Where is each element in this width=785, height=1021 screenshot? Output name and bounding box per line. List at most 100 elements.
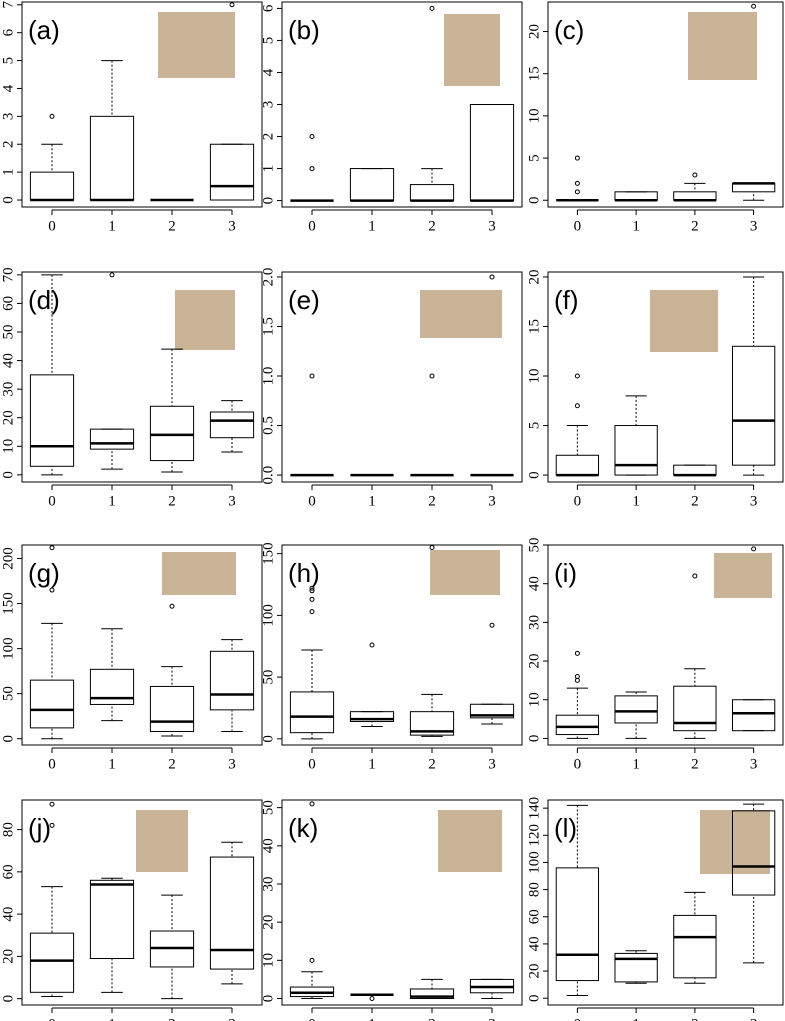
box bbox=[289, 691, 335, 734]
y-tick-label: 2 bbox=[260, 133, 276, 141]
y-tick-label: 4 bbox=[260, 68, 276, 76]
x-tick-label: 2 bbox=[691, 218, 699, 234]
y-tick-label: 50 bbox=[526, 538, 542, 553]
x-tick-label: 0 bbox=[308, 756, 316, 772]
y-tick-label: 40 bbox=[526, 936, 542, 951]
box bbox=[29, 374, 75, 467]
y-tick-label: 15 bbox=[526, 66, 542, 81]
y-tick-label: 60 bbox=[0, 864, 16, 879]
outlier bbox=[751, 546, 757, 552]
y-tick-label: 70 bbox=[0, 267, 16, 282]
y-tick-label: 40 bbox=[260, 838, 276, 853]
panel-label: (j) bbox=[28, 813, 51, 843]
x-tick-label: 0 bbox=[308, 1016, 316, 1021]
y-tick-label: 0 bbox=[260, 995, 276, 1003]
x-tick-label: 3 bbox=[750, 218, 758, 234]
box bbox=[731, 699, 776, 732]
x-tick-label: 1 bbox=[632, 756, 640, 772]
panel-label: (e) bbox=[288, 285, 320, 315]
y-tick-label: 2.0 bbox=[260, 268, 276, 287]
y-tick-label: 0 bbox=[260, 197, 276, 205]
y-tick-label: 0.0 bbox=[260, 466, 276, 485]
outlier bbox=[574, 650, 580, 656]
outlier bbox=[574, 403, 580, 409]
x-tick-label: 2 bbox=[168, 1016, 176, 1021]
box bbox=[673, 191, 717, 201]
x-tick-label: 0 bbox=[574, 756, 582, 772]
outlier bbox=[49, 113, 55, 119]
x-tick-label: 3 bbox=[488, 218, 496, 234]
x-tick-label: 1 bbox=[368, 1016, 376, 1021]
box bbox=[89, 879, 135, 960]
box bbox=[469, 104, 515, 202]
box bbox=[555, 454, 600, 476]
y-tick-label: 150 bbox=[260, 542, 276, 565]
y-tick-label: 0 bbox=[0, 471, 16, 479]
outlier bbox=[309, 134, 315, 140]
outlier bbox=[109, 272, 115, 278]
x-tick-label: 0 bbox=[574, 493, 582, 509]
x-tick-label: 1 bbox=[632, 218, 640, 234]
outlier bbox=[49, 801, 55, 807]
y-tick-label: 0 bbox=[0, 196, 16, 204]
photo bbox=[444, 14, 500, 86]
x-tick-label: 2 bbox=[428, 756, 436, 772]
box bbox=[614, 695, 658, 724]
x-tick-label: 3 bbox=[488, 493, 496, 509]
y-tick-label: 2 bbox=[0, 140, 16, 148]
y-tick-label: 1 bbox=[260, 165, 276, 173]
y-tick-label: 20 bbox=[0, 410, 16, 425]
x-tick-label: 3 bbox=[750, 1016, 758, 1021]
y-tick-label: 0 bbox=[0, 995, 16, 1003]
y-tick-label: 40 bbox=[526, 576, 542, 591]
y-tick-label: 1.5 bbox=[260, 317, 276, 336]
x-tick-label: 2 bbox=[168, 756, 176, 772]
box bbox=[409, 184, 455, 202]
y-tick-label: 20 bbox=[526, 269, 542, 284]
y-tick-label: 0 bbox=[0, 735, 16, 743]
x-tick-label: 3 bbox=[750, 493, 758, 509]
y-tick-label: 10 bbox=[526, 692, 542, 707]
y-tick-label: 1.0 bbox=[260, 367, 276, 386]
y-tick-label: 5 bbox=[526, 154, 542, 162]
photo bbox=[714, 553, 772, 598]
y-tick-label: 10 bbox=[526, 108, 542, 123]
y-tick-label: 3 bbox=[260, 101, 276, 109]
y-tick-label: 20 bbox=[0, 949, 16, 964]
x-tick-label: 2 bbox=[691, 493, 699, 509]
y-tick-label: 20 bbox=[526, 964, 542, 979]
box bbox=[149, 405, 195, 462]
outlier bbox=[49, 587, 55, 593]
y-tick-label: 80 bbox=[526, 882, 542, 897]
plot-frame bbox=[21, 271, 263, 483]
y-tick-label: 5 bbox=[0, 57, 16, 64]
outlier bbox=[309, 373, 315, 379]
x-tick-label: 0 bbox=[574, 218, 582, 234]
panel-label: (l) bbox=[554, 813, 577, 843]
photos bbox=[136, 12, 772, 874]
y-tick-label: 3 bbox=[0, 113, 16, 121]
box bbox=[731, 345, 776, 466]
outlier bbox=[574, 180, 580, 186]
panel-label: (k) bbox=[288, 813, 318, 843]
x-tick-label: 2 bbox=[168, 493, 176, 509]
y-tick-label: 0 bbox=[526, 471, 542, 479]
y-tick-label: 80 bbox=[0, 822, 16, 837]
x-tick-label: 1 bbox=[108, 756, 116, 772]
y-tick-label: 50 bbox=[0, 325, 16, 340]
panel-label: (h) bbox=[288, 558, 320, 588]
y-tick-label: 0 bbox=[526, 735, 542, 743]
x-tick-label: 1 bbox=[632, 1016, 640, 1021]
photo bbox=[438, 810, 502, 872]
outlier bbox=[692, 573, 698, 579]
panel-label: (c) bbox=[554, 15, 584, 45]
outlier bbox=[309, 585, 315, 591]
outlier bbox=[309, 957, 315, 963]
box bbox=[555, 714, 600, 736]
outlier bbox=[309, 801, 315, 807]
y-tick-label: 0.5 bbox=[260, 416, 276, 435]
x-tick-label: 3 bbox=[488, 1016, 496, 1021]
y-tick-label: 1 bbox=[0, 168, 16, 176]
plot-frame bbox=[21, 1, 263, 208]
